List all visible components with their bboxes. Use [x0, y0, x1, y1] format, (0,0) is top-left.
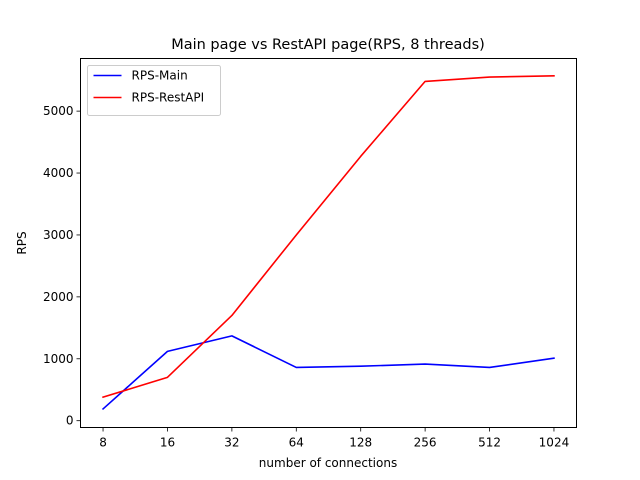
- series-layer: [101, 75, 555, 411]
- x-tick-label-256: 256: [414, 436, 437, 450]
- x-tick-label-16: 16: [160, 436, 175, 450]
- y-tick-label-3000: 3000: [43, 228, 74, 242]
- series-line-rps-main: [101, 335, 555, 411]
- y-tick-label-5000: 5000: [43, 104, 74, 118]
- legend-label-rps-restapi: RPS-RestAPI: [132, 91, 205, 105]
- x-axis-label: number of connections: [259, 456, 397, 470]
- x-tick-label-8: 8: [99, 436, 107, 450]
- x-tick-label-512: 512: [478, 436, 501, 450]
- chart-title: Main page vs RestAPI page(RPS, 8 threads…: [171, 37, 485, 53]
- series-line-rps-restapi: [102, 75, 555, 399]
- legend-box: [87, 65, 221, 116]
- y-tick-label-0: 0: [66, 414, 74, 428]
- y-axis: 0 1000 2000 3000 4000 5000: [43, 104, 81, 428]
- legend-label-rps-main: RPS-Main: [132, 69, 188, 83]
- x-tick-label-64: 64: [289, 436, 304, 450]
- plot-frame: [80, 58, 577, 428]
- y-tick-label-2000: 2000: [43, 290, 74, 304]
- y-axis-label: RPS: [15, 231, 29, 254]
- y-tick-label-4000: 4000: [43, 166, 74, 180]
- legend: RPS-Main RPS-RestAPI: [87, 65, 221, 116]
- x-tick-label-1024: 1024: [539, 436, 570, 450]
- x-axis: 8 16 32 64 128 256 512 1024: [99, 427, 570, 450]
- y-tick-label-1000: 1000: [43, 352, 74, 366]
- x-tick-label-32: 32: [224, 436, 239, 450]
- x-tick-label-128: 128: [349, 436, 372, 450]
